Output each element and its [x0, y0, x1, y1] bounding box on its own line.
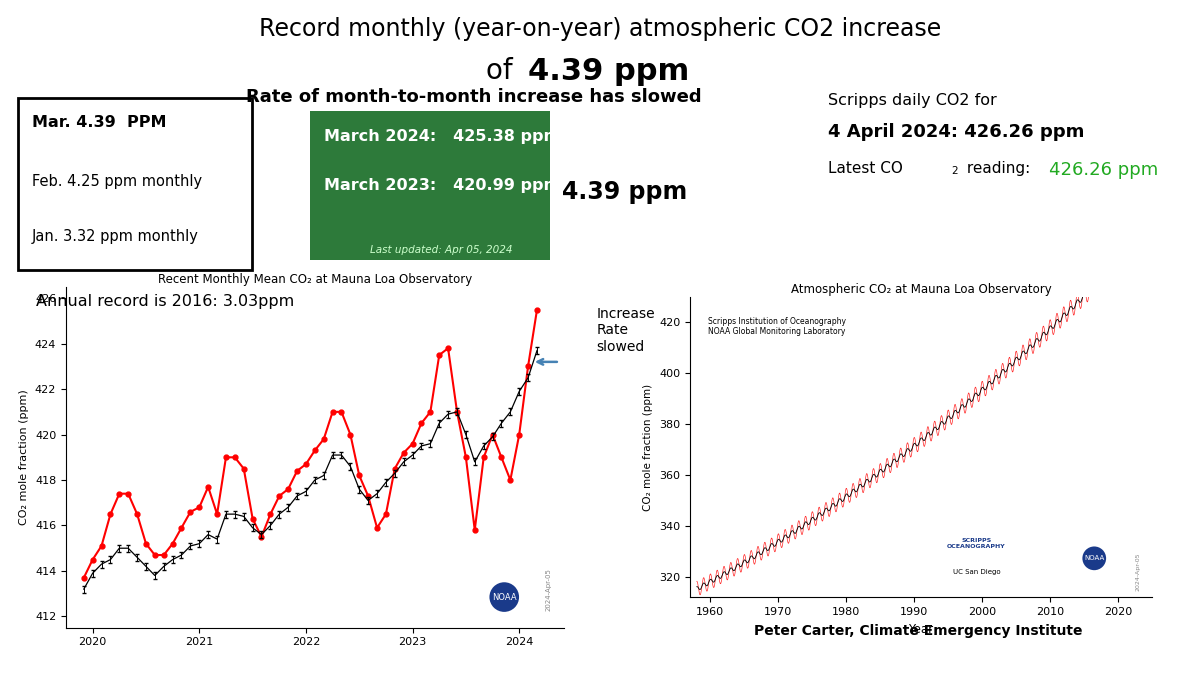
Y-axis label: CO₂ mole fraction (ppm): CO₂ mole fraction (ppm)	[19, 389, 29, 525]
Text: Rate of month-to-month increase has slowed: Rate of month-to-month increase has slow…	[246, 88, 702, 106]
Text: NOAA: NOAA	[492, 593, 516, 601]
Text: NOAA: NOAA	[1084, 556, 1104, 562]
Text: SCRIPPS
OCEANOGRAPHY: SCRIPPS OCEANOGRAPHY	[947, 538, 1006, 549]
Text: March 2024:   425.38 ppm: March 2024: 425.38 ppm	[324, 129, 560, 144]
Text: March 2023:   420.99 ppm: March 2023: 420.99 ppm	[324, 178, 560, 193]
Text: Peter Carter, Climate Emergency Institute: Peter Carter, Climate Emergency Institut…	[754, 624, 1082, 639]
Text: 2: 2	[952, 166, 959, 176]
Text: Feb. 4.25 ppm monthly: Feb. 4.25 ppm monthly	[32, 173, 202, 188]
Title: Recent Monthly Mean CO₂ at Mauna Loa Observatory: Recent Monthly Mean CO₂ at Mauna Loa Obs…	[158, 273, 472, 286]
Text: Scripps daily CO2 for: Scripps daily CO2 for	[828, 93, 997, 108]
Text: of: of	[486, 57, 522, 85]
Text: 4.39 ppm: 4.39 ppm	[562, 180, 686, 205]
FancyBboxPatch shape	[18, 98, 252, 270]
Text: 4.39 ppm: 4.39 ppm	[528, 57, 689, 86]
Text: Increase
Rate
slowed: Increase Rate slowed	[596, 307, 655, 354]
Text: Record monthly (year-on-year) atmospheric CO2 increase: Record monthly (year-on-year) atmospheri…	[259, 17, 941, 41]
Text: 2024-Apr-05: 2024-Apr-05	[1135, 553, 1140, 591]
Title: Atmospheric CO₂ at Mauna Loa Observatory: Atmospheric CO₂ at Mauna Loa Observatory	[791, 283, 1051, 296]
Text: 4 April 2024: 426.26 ppm: 4 April 2024: 426.26 ppm	[828, 123, 1085, 141]
Text: 426.26 ppm: 426.26 ppm	[1049, 161, 1158, 179]
Text: 2024-Apr-05: 2024-Apr-05	[546, 568, 552, 611]
Text: Last updated: Apr 05, 2024: Last updated: Apr 05, 2024	[370, 245, 512, 255]
Text: reading:: reading:	[962, 161, 1036, 176]
Y-axis label: CO₂ mole fraction (ppm): CO₂ mole fraction (ppm)	[643, 383, 654, 511]
Text: Latest CO: Latest CO	[828, 161, 902, 176]
X-axis label: Year: Year	[908, 622, 934, 636]
Text: Annual record is 2016: 3.03ppm: Annual record is 2016: 3.03ppm	[36, 294, 294, 308]
Text: Scripps Institution of Oceanography
NOAA Global Monitoring Laboratory: Scripps Institution of Oceanography NOAA…	[708, 317, 846, 336]
Text: Jan. 3.32 ppm monthly: Jan. 3.32 ppm monthly	[32, 229, 199, 244]
Text: UC San Diego: UC San Diego	[953, 569, 1001, 575]
Text: Mar. 4.39  PPM: Mar. 4.39 PPM	[32, 115, 167, 130]
FancyBboxPatch shape	[310, 111, 550, 260]
